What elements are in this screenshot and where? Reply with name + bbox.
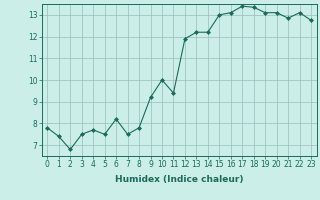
X-axis label: Humidex (Indice chaleur): Humidex (Indice chaleur) — [115, 175, 244, 184]
